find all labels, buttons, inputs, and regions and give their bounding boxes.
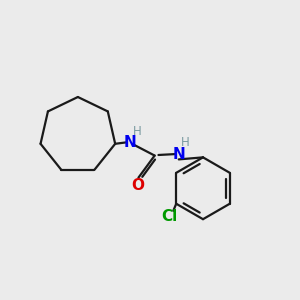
Text: O: O: [131, 178, 144, 194]
Text: H: H: [181, 136, 190, 149]
Text: Cl: Cl: [162, 208, 178, 224]
Text: N: N: [172, 147, 185, 162]
Text: N: N: [124, 135, 137, 150]
Text: H: H: [133, 124, 141, 138]
